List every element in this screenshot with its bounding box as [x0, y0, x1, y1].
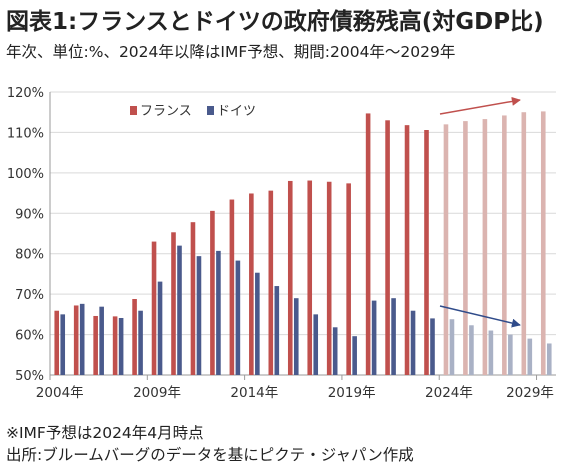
bar-france	[249, 193, 254, 375]
chart-title: 図表1:フランスとドイツの政府債務残高(対GDP比)	[6, 9, 544, 35]
chart-subtitle: 年次、単位:%、2024年以降はIMF予想、期間:2004年〜2029年	[6, 43, 456, 61]
legend-swatch-france	[130, 106, 137, 115]
bar-germany	[546, 343, 552, 375]
bar-france	[229, 199, 235, 375]
source-note: 出所:ブルームバーグのデータを基にピクテ・ジャパン作成	[6, 446, 414, 464]
bar-germany	[216, 250, 221, 375]
x-tick-label: 2019年	[328, 385, 376, 401]
forecast-note: ※IMF予想は2024年4月時点	[6, 424, 204, 442]
bar-germany	[430, 318, 435, 375]
bar-germany	[60, 314, 66, 375]
bar-france	[151, 241, 157, 375]
bar-france	[54, 310, 60, 375]
bar-france	[404, 125, 410, 375]
y-tick-label: 110%	[7, 126, 44, 141]
bar-germany	[352, 336, 357, 375]
legend-label-france: フランス	[140, 104, 192, 119]
france-trend-arrow	[439, 96, 521, 115]
bar-germany	[527, 338, 533, 375]
bar-france	[190, 222, 196, 375]
y-tick-label: 120%	[7, 86, 44, 101]
bar-france	[132, 298, 137, 375]
x-tick-label: 2004年	[36, 385, 84, 401]
y-tick-label: 80%	[15, 248, 44, 263]
bar-germany	[99, 306, 104, 375]
bar-germany	[138, 310, 143, 375]
bar-france	[424, 130, 429, 375]
bar-france	[73, 305, 79, 375]
bar-france	[287, 180, 293, 375]
bar-germany	[235, 260, 241, 375]
x-tick-label: 2029年	[506, 385, 554, 401]
bar-germany	[508, 334, 513, 375]
bar-france	[521, 112, 527, 375]
bar-germany	[391, 298, 396, 375]
bar-france	[326, 181, 332, 375]
x-tick-label: 2024年	[425, 385, 473, 401]
bar-france	[112, 316, 118, 375]
bar-france	[482, 119, 488, 375]
legend-swatch-germany	[207, 106, 214, 115]
bar-germany	[274, 286, 280, 375]
bar-germany	[79, 303, 85, 375]
legend-label-germany: ドイツ	[217, 104, 256, 119]
bar-france	[93, 315, 98, 375]
bar-germany	[313, 314, 319, 375]
y-tick-label: 90%	[15, 207, 44, 222]
x-tick-label: 2014年	[230, 385, 278, 401]
germany-trend-arrow	[439, 305, 521, 328]
bar-germany	[332, 327, 338, 375]
bar-france	[307, 180, 313, 375]
bar-germany	[293, 298, 299, 375]
bar-france	[502, 115, 507, 375]
bar-france	[171, 232, 176, 375]
bar-france	[463, 121, 468, 375]
bar-germany	[410, 310, 416, 375]
bar-germany	[118, 317, 124, 375]
bar-france	[443, 124, 449, 375]
bar-france	[346, 183, 351, 375]
bar-germany	[449, 319, 455, 375]
bar-germany	[469, 325, 474, 375]
bar-germany	[255, 272, 260, 375]
bar-france	[385, 120, 390, 375]
y-tick-label: 60%	[15, 329, 44, 344]
y-tick-label: 50%	[15, 369, 44, 384]
bar-germany	[196, 256, 202, 375]
bar-germany	[157, 281, 163, 375]
bar-france	[540, 111, 546, 376]
bar-germany	[371, 300, 377, 375]
y-tick-label: 70%	[15, 288, 44, 303]
y-tick-label: 100%	[7, 167, 44, 182]
x-tick-label: 2009年	[133, 385, 181, 401]
bar-germany	[488, 330, 494, 375]
bar-france	[210, 210, 215, 375]
bar-france	[268, 190, 274, 375]
bar-france	[365, 113, 371, 376]
bar-germany	[177, 245, 182, 375]
